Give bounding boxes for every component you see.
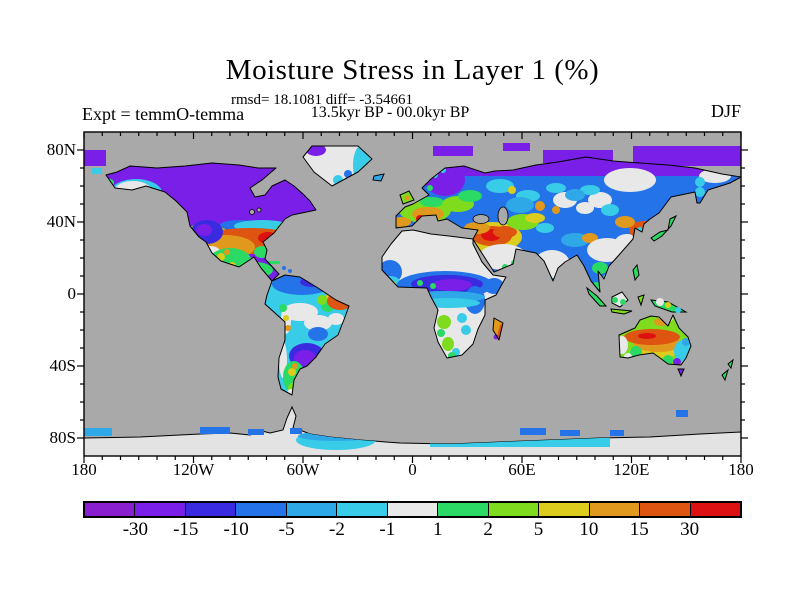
experiment-label: Expt = temmO-temma bbox=[82, 104, 245, 124]
colorbar-tick-label: 15 bbox=[629, 519, 649, 540]
coastlines bbox=[105, 145, 741, 396]
colorbar-cell bbox=[437, 503, 488, 516]
lat-tick-label: 0 bbox=[67, 284, 77, 303]
colorbar-cell bbox=[85, 503, 135, 516]
island-new-zealand-north bbox=[727, 358, 734, 370]
colorbar-tick-label: 2 bbox=[483, 519, 493, 540]
lat-tick-label: 80S bbox=[49, 428, 76, 447]
page-title: Moisture Stress in Layer 1 (%) bbox=[225, 54, 600, 86]
island-britain bbox=[399, 190, 415, 205]
colorbar-labels: -30 -15 -10 -5 -2 -1 1 2 5 10 15 30 bbox=[83, 519, 742, 541]
colorbar-cell bbox=[134, 503, 185, 516]
colorbar-cell bbox=[538, 503, 589, 516]
colorbar-tick-label: 5 bbox=[533, 519, 544, 540]
lon-tick-label: 180 bbox=[728, 460, 754, 479]
colorbar-cell bbox=[336, 503, 387, 516]
southeast-asia-islands bbox=[585, 263, 688, 315]
colorbar-cell bbox=[487, 503, 539, 516]
lon-tick-label: 60W bbox=[286, 460, 320, 479]
period-line: 13.5kyr BP - 00.0kyr BP bbox=[310, 104, 470, 121]
lat-tick-label: 40N bbox=[46, 212, 76, 231]
colorbar-tick-label: -5 bbox=[278, 519, 295, 540]
lon-tick-label: 120W bbox=[172, 460, 215, 479]
colorbar-tick-label: -2 bbox=[329, 519, 345, 540]
stats-line: rmsd= 18.1081 diff= -3.54661 bbox=[231, 92, 414, 108]
black-sea bbox=[472, 214, 490, 224]
lat-tick-label: 40S bbox=[49, 356, 76, 375]
colorbar-cell bbox=[689, 503, 741, 516]
colorbar-cell bbox=[184, 503, 236, 516]
colorbar-cell bbox=[386, 503, 438, 516]
island-japan bbox=[650, 214, 678, 242]
lon-tick-label: 120E bbox=[613, 460, 650, 479]
island-new-zealand-south bbox=[721, 368, 729, 382]
season-label: DJF bbox=[710, 101, 741, 121]
axis-ticks bbox=[77, 132, 748, 463]
caspian-sea bbox=[497, 206, 509, 226]
arctic-purple-patches bbox=[84, 143, 741, 174]
colorbar bbox=[83, 501, 742, 518]
lat-tick-label: 80N bbox=[46, 140, 76, 159]
colorbar-tick-label: 1 bbox=[432, 519, 443, 540]
island-iceland bbox=[372, 173, 385, 182]
map-interior bbox=[84, 132, 741, 456]
lon-tick-label: 60E bbox=[508, 460, 536, 479]
lon-tick-label: 0 bbox=[408, 460, 417, 479]
colorbar-cell bbox=[588, 503, 640, 516]
colorbar-tick-label: 30 bbox=[680, 519, 700, 540]
colorbar-tick-label: -10 bbox=[223, 519, 249, 540]
colorbar-cell bbox=[235, 503, 286, 516]
island-tasmania bbox=[677, 368, 685, 378]
colorbar-tick-label: -1 bbox=[379, 519, 396, 540]
caribbean-islands bbox=[268, 261, 292, 273]
colorbar-tick-label: 10 bbox=[579, 519, 599, 540]
colorbar-tick-label: -15 bbox=[173, 519, 199, 540]
colorbar-cell bbox=[285, 503, 337, 516]
lon-tick-label: 180 bbox=[71, 460, 97, 479]
colorbar-tick-label: -30 bbox=[122, 519, 149, 540]
colorbar-cell bbox=[639, 503, 690, 516]
